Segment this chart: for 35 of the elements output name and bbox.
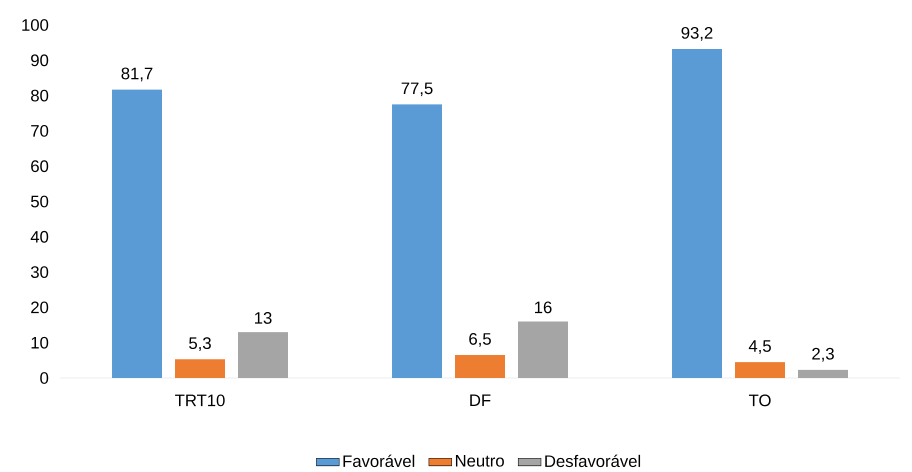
bar [672, 49, 722, 378]
legend-label: Favorável [343, 454, 414, 468]
y-tick-label: 70 [31, 125, 48, 137]
y-tick-label: 100 [22, 19, 48, 31]
y-tick-label: 0 [40, 372, 48, 384]
y-tick-label: 10 [32, 336, 48, 349]
data-label: 16 [535, 301, 552, 314]
data-label: 77,5 [402, 82, 433, 96]
legend-label: Neutro [456, 455, 504, 467]
y-tick-label: 80 [31, 90, 48, 102]
x-tick-label: TO [748, 394, 771, 406]
data-label: 4,5 [748, 340, 771, 354]
data-label: 81,7 [122, 68, 152, 82]
y-tick-label: 90 [31, 54, 48, 66]
y-tick-label: 60 [31, 160, 48, 172]
bar [392, 104, 442, 378]
data-label: 2,3 [812, 348, 834, 362]
data-label: 93,2 [682, 26, 712, 41]
bar [735, 362, 786, 378]
data-label: 5,3 [189, 337, 211, 352]
bar [238, 332, 288, 378]
y-tick-label: 50 [30, 196, 48, 208]
data-label: 13 [255, 312, 272, 324]
bar [518, 322, 568, 378]
y-tick-label: 20 [31, 302, 48, 314]
y-tick-label: 30 [30, 266, 48, 278]
bar [175, 359, 226, 378]
legend-label: Desfavorável [545, 454, 640, 468]
bar [455, 355, 506, 378]
x-tick-label: DF [470, 394, 490, 406]
y-tick-label: 40 [30, 230, 48, 243]
bar [112, 90, 162, 378]
bar [798, 370, 848, 378]
data-label: 6,5 [469, 333, 491, 347]
x-tick-label: TRT10 [175, 394, 225, 406]
